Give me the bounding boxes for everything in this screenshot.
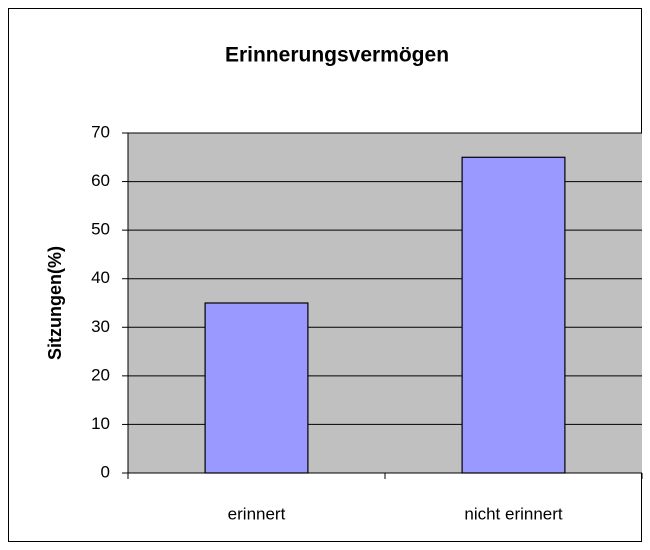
y-tick-label: 10 (91, 414, 110, 433)
y-tick-label: 50 (91, 220, 110, 239)
y-axis-label: Sitzungen(%) (45, 246, 65, 360)
y-tick-label: 70 (91, 122, 110, 141)
bar (461, 156, 566, 474)
y-tick-label: 0 (101, 462, 110, 481)
y-tick-label: 20 (91, 365, 110, 384)
bar (204, 302, 309, 474)
y-tick-label: 40 (91, 268, 110, 287)
y-tick-label: 60 (91, 171, 110, 190)
chart-title: Erinnerungsvermögen (225, 44, 449, 67)
x-tick-label: nicht erinnert (464, 504, 563, 523)
y-tick-label: 30 (91, 317, 110, 336)
x-tick-label: erinnert (228, 504, 286, 523)
